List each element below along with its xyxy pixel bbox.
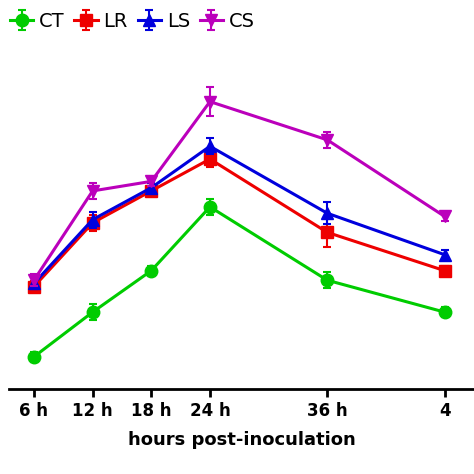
X-axis label: hours post-inoculation: hours post-inoculation [128, 431, 356, 449]
Legend: CT, LR, LS, CS: CT, LR, LS, CS [10, 12, 255, 31]
